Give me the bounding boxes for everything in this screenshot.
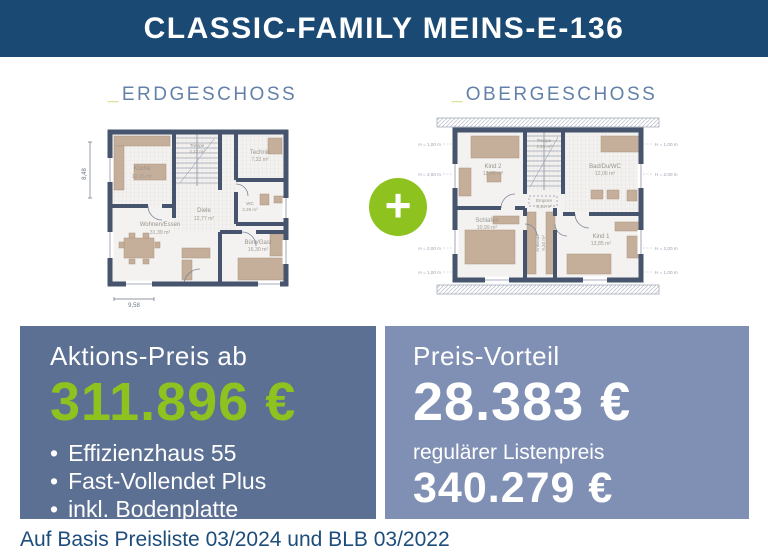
eg-furniture (113, 135, 285, 281)
underscore-accent: _ (107, 84, 121, 105)
svg-text:H = 1,00 m: H = 1,00 m (418, 142, 441, 147)
price-advantage-box: Preis-Vorteil 28.383 € regulärer Listenp… (385, 326, 749, 519)
svg-text:13,85 m²: 13,85 m² (591, 241, 612, 247)
eg-windows (106, 158, 290, 288)
svg-text:16,30 m²: 16,30 m² (248, 247, 269, 253)
og-roof-bottom (436, 284, 660, 295)
svg-text:H = 2,00 m: H = 2,00 m (418, 246, 441, 251)
action-price-value: 311.896 € (50, 372, 297, 432)
price-advantage-label: Preis-Vorteil (413, 341, 560, 371)
plus-icon: + (384, 179, 412, 231)
obergeschoss-label: _ OBERGESCHOSS (412, 83, 697, 107)
feature-text: Fast-Vollendet Plus (68, 468, 267, 495)
price-basis-note: Auf Basis Preisliste 03/2024 und BLB 03/… (20, 528, 450, 551)
feature-text: Effizienzhaus 55 (68, 440, 237, 467)
og-roof-top (436, 117, 660, 128)
svg-text:9,58: 9,58 (128, 303, 140, 309)
svg-text:H = 1,00 m: H = 1,00 m (655, 142, 678, 147)
svg-text:31,39 m²: 31,39 m² (150, 230, 171, 236)
list-price-value: 340.279 € (413, 464, 614, 513)
svg-text:2,39 m²: 2,39 m² (242, 207, 258, 212)
feature-list: • Effizienzhaus 55 • Fast-Vollendet Plus •… (50, 439, 376, 523)
svg-text:3,33 m²: 3,33 m² (189, 149, 205, 154)
header-bar: CLASSIC-FAMILY MEINS-E-136 (0, 0, 768, 57)
eg-inner-walls (110, 132, 286, 284)
svg-text:Kind 1: Kind 1 (592, 234, 610, 240)
erdgeschoss-floorplan: 8,48 9,58 Küche 12,95 m² Treppe 3,33 m² … (82, 129, 290, 309)
bullet-icon: • (50, 468, 59, 495)
svg-text:7,33 m²: 7,33 m² (251, 157, 269, 163)
svg-text:Büro/Gast: Büro/Gast (244, 240, 271, 246)
og-inner-walls (455, 130, 641, 280)
svg-text:12,77 m²: 12,77 m² (194, 216, 215, 222)
obergeschoss-floorplan: H = 1,00 m H = 2,00 m H = 2,00 m H = 1,0… (418, 117, 678, 295)
og-doors (500, 193, 590, 237)
list-price-label: regulärer Listenpreis (413, 441, 605, 465)
feature-text: inkl. Bodenplatte (68, 496, 239, 523)
feature-item: • Fast-Vollendet Plus (50, 467, 376, 495)
bullet-icon: • (50, 496, 59, 523)
svg-text:5,34 m²: 5,34 m² (536, 204, 552, 209)
og-stairs (527, 132, 561, 190)
svg-text:H = 2,00 m: H = 2,00 m (418, 172, 441, 177)
og-room-labels: Kind 2 12,05 m² Treppe 3,59 m² Bad/Du/WC… (475, 138, 621, 252)
svg-text:Ankleide: Ankleide (535, 234, 540, 252)
svg-text:Kind 2: Kind 2 (484, 164, 502, 170)
svg-text:H = 1,00 m: H = 1,00 m (418, 270, 441, 275)
bullet-icon: • (50, 440, 59, 467)
svg-text:Wohnen/Essen: Wohnen/Essen (140, 222, 181, 228)
svg-text:10,99 m²: 10,99 m² (477, 225, 498, 231)
svg-text:Treppe: Treppe (190, 143, 205, 148)
page-title: CLASSIC-FAMILY MEINS-E-136 (143, 11, 625, 45)
svg-text:H = 2,00 m: H = 2,00 m (655, 172, 678, 177)
svg-text:Technik: Technik (250, 150, 271, 156)
svg-text:WC: WC (246, 201, 254, 206)
feature-item: • Effizienzhaus 55 (50, 439, 376, 467)
svg-text:Schlafen: Schlafen (475, 218, 498, 224)
plus-badge: + (369, 178, 427, 236)
svg-text:Empore: Empore (536, 198, 553, 203)
erdgeschoss-label-text: ERDGESCHOSS (121, 84, 298, 105)
svg-text:12,05 m²: 12,05 m² (483, 171, 504, 177)
svg-text:Treppe: Treppe (537, 138, 552, 143)
eg-stairs (176, 134, 218, 186)
svg-text:H = 2,00 m: H = 2,00 m (655, 246, 678, 251)
erdgeschoss-label: _ ERDGESCHOSS (60, 83, 345, 107)
underscore-accent: _ (451, 84, 465, 105)
eg-dimensions: 8,48 9,58 (82, 141, 155, 309)
svg-text:9,30 m²: 9,30 m² (541, 235, 546, 251)
svg-text:12,95 m²: 12,95 m² (132, 174, 153, 180)
og-height-markers: H = 1,00 m H = 2,00 m H = 2,00 m H = 1,0… (418, 142, 677, 275)
svg-text:Bad/Du/WC: Bad/Du/WC (589, 164, 621, 170)
og-empore-outline (528, 195, 558, 207)
svg-text:Diele: Diele (197, 208, 211, 214)
svg-text:3,59 m²: 3,59 m² (536, 144, 552, 149)
price-advantage-value: 28.383 € (413, 372, 632, 432)
eg-room-labels: Küche 12,95 m² Treppe 3,33 m² Technik 7,… (132, 143, 272, 253)
og-outer-wall (452, 127, 644, 283)
obergeschoss-label-text: OBERGESCHOSS (465, 84, 658, 105)
svg-text:Küche: Küche (133, 166, 151, 172)
svg-text:12,06 m²: 12,06 m² (595, 171, 616, 177)
svg-text:H = 1,00 m: H = 1,00 m (655, 270, 678, 275)
feature-item: • inkl. Bodenplatte (50, 495, 376, 523)
svg-text:8,48: 8,48 (82, 168, 88, 180)
action-price-label: Aktions-Preis ab (50, 341, 248, 371)
action-price-box: Aktions-Preis ab 311.896 € • Effizienzhau… (20, 326, 376, 522)
og-windows (451, 164, 645, 284)
